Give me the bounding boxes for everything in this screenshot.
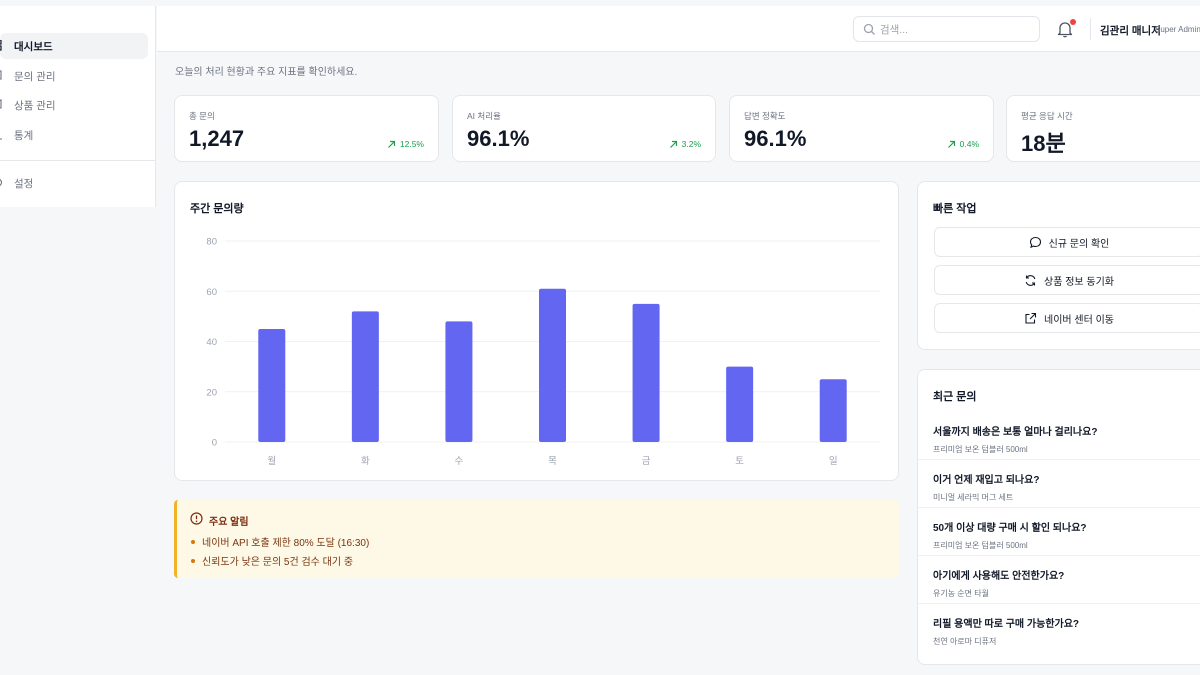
- list-item[interactable]: 50개 이상 대량 구매 시 할인 되나요? 프리미엄 보온 텀블러 500ml: [933, 523, 1087, 550]
- divider: [918, 507, 1200, 508]
- search-placeholder: 검색...: [880, 23, 909, 36]
- bullet-icon: [191, 558, 195, 563]
- sidebar-item-label: 설정: [14, 177, 34, 190]
- naver-center-button[interactable]: 네이버 센터 이동: [934, 303, 1200, 333]
- stat-card-response-time: 평균 응답 시간 18분: [1006, 95, 1200, 162]
- gear-icon: [0, 178, 3, 187]
- list-item[interactable]: 아기에게 사용해도 안전한가요? 유기농 순면 타월: [933, 571, 1065, 598]
- bar-0[interactable]: [258, 328, 286, 442]
- alert-title: 주요 알림: [209, 517, 249, 528]
- stat-change: 0.4%: [947, 139, 979, 149]
- bullet-icon: [191, 539, 195, 544]
- alert-circle-icon: [190, 512, 203, 525]
- weekly-chart-card: 주간 문의량 0 20 40 60 80 월 화 수 목 금 토 일: [174, 181, 899, 481]
- x-tick-label: 목: [548, 456, 557, 467]
- stat-value: 96.1%: [467, 126, 530, 151]
- list-item[interactable]: 이거 언제 재입고 되나요? 미니멀 세라믹 머그 세트: [933, 475, 1040, 502]
- bar-1[interactable]: [351, 311, 379, 442]
- list-item[interactable]: 리필 용액만 따로 구매 가능한가요? 천연 아로마 디퓨저: [933, 619, 1080, 646]
- x-tick-label: 토: [735, 456, 744, 467]
- chart-title: 주간 문의량: [190, 203, 244, 215]
- divider: [918, 459, 1200, 460]
- y-tick-label: 40: [206, 337, 217, 348]
- page-subtitle: 오늘의 처리 현황과 주요 지표를 확인하세요.: [175, 67, 358, 78]
- chart-icon: [0, 138, 2, 140]
- sidebar-item-settings[interactable]: 설정: [0, 170, 148, 196]
- recent-title: 최근 문의: [933, 391, 977, 403]
- stat-label: 총 문의: [189, 111, 215, 121]
- quick-actions-card: 빠른 작업 신규 문의 확인 상품 정보 동기화 네이버 센터 이동: [917, 181, 1200, 350]
- recent-inquiries-card: 최근 문의 서울까지 배송은 보통 얼마나 걸리나요? 프리미엄 보온 텀블러 …: [917, 369, 1200, 665]
- refresh-icon: [1025, 274, 1036, 286]
- divider: [918, 603, 1200, 604]
- sidebar-item-label: 대시보드: [14, 40, 53, 53]
- quick-actions-title: 빠른 작업: [933, 203, 977, 215]
- topbar-divider: [1090, 18, 1091, 40]
- stat-card-total: 총 문의 1,247 12.5%: [174, 95, 439, 162]
- bar-2[interactable]: [445, 321, 473, 442]
- stat-label: 평균 응답 시간: [1021, 111, 1073, 121]
- sidebar: 대시보드 문의 관리 상품 관리 통계 설정: [0, 6, 156, 207]
- list-item[interactable]: 서울까지 배송은 보통 얼마나 걸리나요? 프리미엄 보온 텀블러 500ml: [933, 427, 1098, 454]
- sync-products-button[interactable]: 상품 정보 동기화: [934, 265, 1200, 295]
- box-icon: [0, 99, 2, 109]
- alert-item: 네이버 API 호출 제한 80% 도달 (16:30): [191, 534, 369, 549]
- sidebar-item-label: 통계: [14, 129, 34, 142]
- external-link-icon: [1025, 312, 1037, 324]
- sidebar-item-stats[interactable]: 통계: [0, 122, 148, 148]
- chat-bubble-icon: [1029, 236, 1041, 248]
- stat-label: AI 처리율: [467, 111, 501, 121]
- notification-dot: [1070, 19, 1076, 25]
- x-tick-label: 일: [829, 456, 838, 467]
- bell-icon[interactable]: [1057, 20, 1073, 38]
- topbar: 검색... 김관리 매니저 Super Admin: [157, 6, 1200, 52]
- divider: [918, 555, 1200, 556]
- weekly-inquiry-chart: 0 20 40 60 80 월 화 수 목 금 토 일: [206, 237, 880, 467]
- bar-4[interactable]: [632, 303, 660, 442]
- chat-icon: [0, 70, 2, 80]
- stat-card-ai-rate: AI 처리율 96.1% 3.2%: [452, 95, 716, 162]
- user-role: Super Admin: [1155, 25, 1200, 34]
- trend-up-icon: [669, 140, 677, 148]
- alert-box: 주요 알림 네이버 API 호출 제한 80% 도달 (16:30) 신뢰도가 …: [174, 500, 899, 578]
- stat-card-accuracy: 답변 정확도 96.1% 0.4%: [729, 95, 994, 162]
- sidebar-item-products[interactable]: 상품 관리: [0, 92, 148, 118]
- stat-label: 답변 정확도: [744, 111, 786, 121]
- x-tick-label: 수: [455, 456, 464, 467]
- x-tick-label: 화: [361, 456, 370, 467]
- trend-up-icon: [387, 140, 395, 148]
- stat-change: 12.5%: [387, 139, 424, 149]
- stat-value: 96.1%: [744, 126, 807, 151]
- search-icon: [863, 23, 875, 35]
- y-tick-label: 0: [212, 438, 217, 449]
- x-tick-label: 금: [642, 456, 651, 467]
- y-tick-label: 80: [206, 237, 217, 248]
- user-name[interactable]: 김관리 매니저: [1100, 25, 1161, 37]
- y-tick-label: 20: [206, 387, 217, 398]
- sidebar-item-label: 상품 관리: [14, 99, 56, 112]
- trend-up-icon: [947, 140, 955, 148]
- stat-value: 1,247: [189, 126, 245, 151]
- stat-change: 3.2%: [669, 139, 701, 149]
- sidebar-divider: [0, 160, 155, 161]
- grid-icon: [0, 40, 2, 51]
- new-inquiry-button[interactable]: 신규 문의 확인: [934, 227, 1200, 257]
- bar-5[interactable]: [726, 366, 754, 442]
- bar-3[interactable]: [539, 288, 566, 442]
- sidebar-item-label: 문의 관리: [14, 70, 56, 83]
- search-input[interactable]: 검색...: [853, 16, 1040, 42]
- x-tick-label: 월: [267, 455, 276, 467]
- sidebar-item-inquiries[interactable]: 문의 관리: [0, 63, 148, 89]
- sidebar-item-dashboard[interactable]: 대시보드: [0, 33, 148, 59]
- y-tick-label: 60: [206, 287, 217, 298]
- stat-value: 18분: [1021, 131, 1066, 156]
- bar-6[interactable]: [819, 379, 847, 442]
- alert-item: 신뢰도가 낮은 문의 5건 검수 대기 중: [191, 553, 353, 568]
